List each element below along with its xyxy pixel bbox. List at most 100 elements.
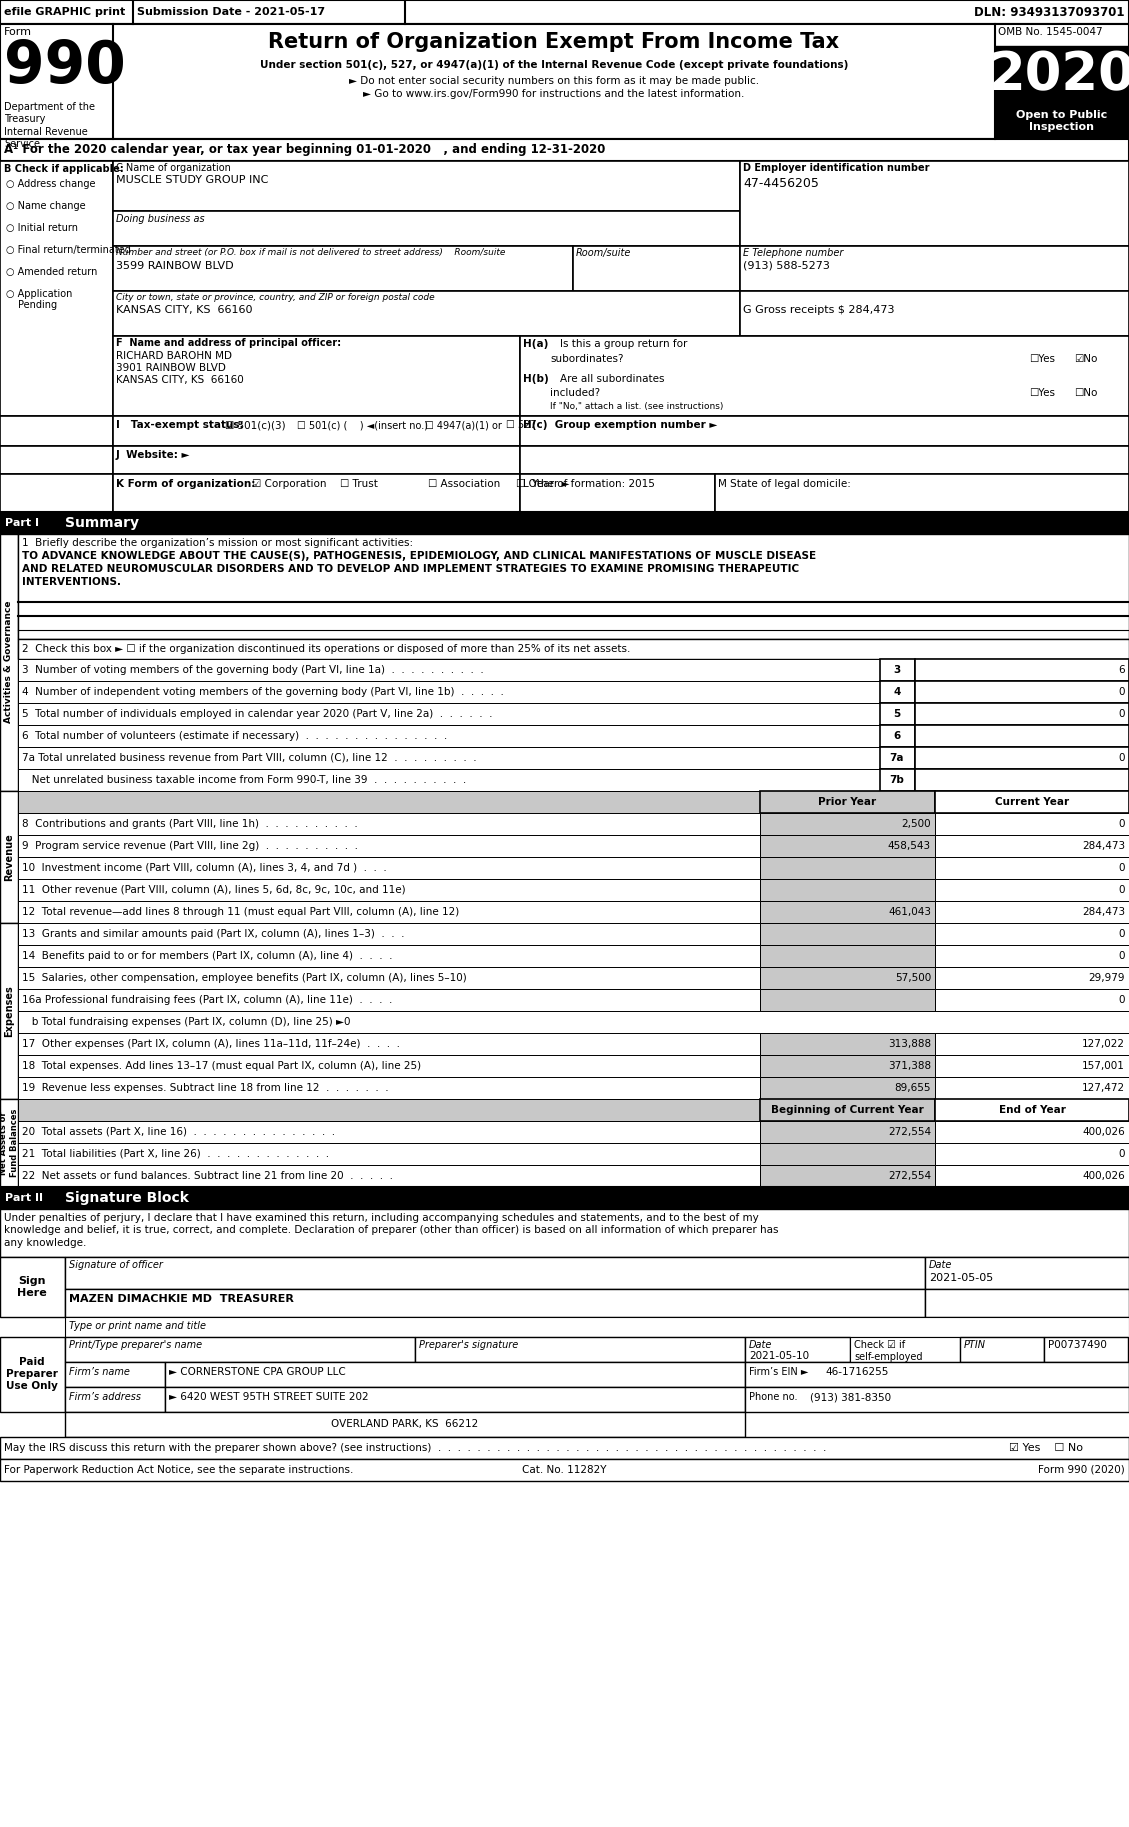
Bar xyxy=(995,104,1129,139)
Bar xyxy=(935,945,1129,966)
Text: Firm’s EIN ►: Firm’s EIN ► xyxy=(749,1367,808,1378)
Bar xyxy=(935,1100,1129,1122)
Bar xyxy=(18,703,879,725)
Text: 7a Total unrelated business revenue from Part VIII, column (C), line 12  .  .  .: 7a Total unrelated business revenue from… xyxy=(21,753,476,764)
Text: Prior Year: Prior Year xyxy=(817,797,876,808)
Bar xyxy=(879,769,914,791)
Text: Print/Type preparer's name: Print/Type preparer's name xyxy=(69,1339,202,1350)
Bar xyxy=(18,1032,760,1054)
Text: 4: 4 xyxy=(893,687,901,696)
Bar xyxy=(18,1076,760,1100)
Bar xyxy=(760,857,935,879)
Bar xyxy=(0,446,113,473)
Bar xyxy=(18,1144,760,1166)
Text: ○ Initial return: ○ Initial return xyxy=(6,223,78,234)
Text: Under section 501(c), 527, or 4947(a)(1) of the Internal Revenue Code (except pr: Under section 501(c), 527, or 4947(a)(1)… xyxy=(260,60,848,69)
Text: Form 990 (2020): Form 990 (2020) xyxy=(1039,1465,1124,1474)
Text: Form: Form xyxy=(5,27,32,37)
Bar xyxy=(18,791,760,813)
Text: 990: 990 xyxy=(5,38,125,95)
Bar xyxy=(760,1054,935,1076)
Bar xyxy=(0,1438,1129,1460)
Bar xyxy=(65,1361,165,1387)
Text: Sign
Here: Sign Here xyxy=(17,1275,47,1299)
Bar xyxy=(935,813,1129,835)
Text: 3  Number of voting members of the governing body (Part VI, line 1a)  .  .  .  .: 3 Number of voting members of the govern… xyxy=(21,665,483,674)
Text: OVERLAND PARK, KS  66212: OVERLAND PARK, KS 66212 xyxy=(332,1420,479,1429)
Bar xyxy=(935,923,1129,945)
Text: ○ Application: ○ Application xyxy=(6,289,72,300)
Bar xyxy=(935,835,1129,857)
Text: Paid
Preparer
Use Only: Paid Preparer Use Only xyxy=(6,1357,58,1392)
Text: G Gross receipts $ 284,473: G Gross receipts $ 284,473 xyxy=(743,305,894,314)
Text: 127,022: 127,022 xyxy=(1082,1040,1124,1049)
Bar xyxy=(760,923,935,945)
Text: ○ Final return/terminated: ○ Final return/terminated xyxy=(6,245,131,256)
Bar xyxy=(113,290,739,336)
Text: Firm’s address: Firm’s address xyxy=(69,1392,141,1401)
Bar xyxy=(935,791,1129,813)
Text: 0: 0 xyxy=(1119,996,1124,1005)
Text: Part I: Part I xyxy=(5,519,40,528)
Bar xyxy=(0,24,1129,139)
Bar xyxy=(879,725,914,747)
Text: MUSCLE STUDY GROUP INC: MUSCLE STUDY GROUP INC xyxy=(116,175,269,185)
Text: ☐No: ☐No xyxy=(1074,387,1097,398)
Bar xyxy=(960,1337,1044,1361)
Text: 14  Benefits paid to or for members (Part IX, column (A), line 4)  .  .  .  .: 14 Benefits paid to or for members (Part… xyxy=(21,952,393,961)
Text: 89,655: 89,655 xyxy=(894,1083,931,1093)
Text: DLN: 93493137093701: DLN: 93493137093701 xyxy=(974,5,1124,18)
Text: ► Do not enter social security numbers on this form as it may be made public.: ► Do not enter social security numbers o… xyxy=(349,77,759,86)
Bar xyxy=(65,1387,165,1412)
Text: 15  Salaries, other compensation, employee benefits (Part IX, column (A), lines : 15 Salaries, other compensation, employe… xyxy=(21,974,466,983)
Text: TO ADVANCE KNOWLEDGE ABOUT THE CAUSE(S), PATHOGENESIS, EPIDEMIOLOGY, AND CLINICA: TO ADVANCE KNOWLEDGE ABOUT THE CAUSE(S),… xyxy=(21,552,816,561)
Text: Doing business as: Doing business as xyxy=(116,214,204,225)
Text: 29,979: 29,979 xyxy=(1088,974,1124,983)
Bar xyxy=(760,988,935,1010)
Text: 6  Total number of volunteers (estimate if necessary)  .  .  .  .  .  .  .  .  .: 6 Total number of volunteers (estimate i… xyxy=(21,731,447,742)
Bar xyxy=(760,1076,935,1100)
Text: J  Website: ►: J Website: ► xyxy=(116,449,191,460)
Text: End of Year: End of Year xyxy=(998,1105,1066,1114)
Text: subordinates?: subordinates? xyxy=(550,354,623,364)
Text: Signature Block: Signature Block xyxy=(65,1191,189,1206)
Text: For Paperwork Reduction Act Notice, see the separate instructions.: For Paperwork Reduction Act Notice, see … xyxy=(5,1465,353,1474)
Bar xyxy=(18,879,760,901)
Bar xyxy=(760,791,935,813)
Bar xyxy=(0,1337,65,1412)
Bar xyxy=(760,1166,935,1188)
Text: Activities & Governance: Activities & Governance xyxy=(5,601,14,723)
Bar xyxy=(745,1361,1129,1387)
Text: 0: 0 xyxy=(1119,862,1124,873)
Bar xyxy=(935,1054,1129,1076)
Text: Date: Date xyxy=(929,1261,953,1270)
Bar xyxy=(18,923,760,945)
Bar xyxy=(18,857,760,879)
Text: H(c)  Group exemption number ►: H(c) Group exemption number ► xyxy=(523,420,717,429)
Bar xyxy=(18,813,760,835)
Text: Submission Date - 2021-05-17: Submission Date - 2021-05-17 xyxy=(137,7,325,16)
Text: 20  Total assets (Part X, line 16)  .  .  .  .  .  .  .  .  .  .  .  .  .  .  .: 20 Total assets (Part X, line 16) . . . … xyxy=(21,1127,335,1136)
Text: F  Name and address of principal officer:: F Name and address of principal officer: xyxy=(116,338,341,347)
Text: Preparer's signature: Preparer's signature xyxy=(419,1339,518,1350)
Text: Signature of officer: Signature of officer xyxy=(69,1261,163,1270)
Text: 16a Professional fundraising fees (Part IX, column (A), line 11e)  .  .  .  .: 16a Professional fundraising fees (Part … xyxy=(21,996,393,1005)
Text: 2020: 2020 xyxy=(989,49,1129,100)
Bar xyxy=(935,1032,1129,1054)
Bar xyxy=(18,1166,760,1188)
Text: D Employer identification number: D Employer identification number xyxy=(743,163,929,174)
Text: 2  Check this box ► ☐ if the organization discontinued its operations or dispose: 2 Check this box ► ☐ if the organization… xyxy=(21,643,630,654)
Bar xyxy=(879,747,914,769)
Text: H(b): H(b) xyxy=(523,375,549,384)
Text: 12  Total revenue—add lines 8 through 11 (must equal Part VIII, column (A), line: 12 Total revenue—add lines 8 through 11 … xyxy=(21,906,460,917)
Text: 7b: 7b xyxy=(890,775,904,786)
Text: Number and street (or P.O. box if mail is not delivered to street address)    Ro: Number and street (or P.O. box if mail i… xyxy=(116,248,506,258)
Bar xyxy=(0,1460,1129,1482)
Bar xyxy=(739,161,1129,247)
Text: included?: included? xyxy=(550,387,601,398)
Bar xyxy=(113,473,520,512)
Text: 0: 0 xyxy=(1119,884,1124,895)
Text: 7a: 7a xyxy=(890,753,904,764)
Text: Expenses: Expenses xyxy=(5,985,14,1038)
Bar xyxy=(520,473,715,512)
